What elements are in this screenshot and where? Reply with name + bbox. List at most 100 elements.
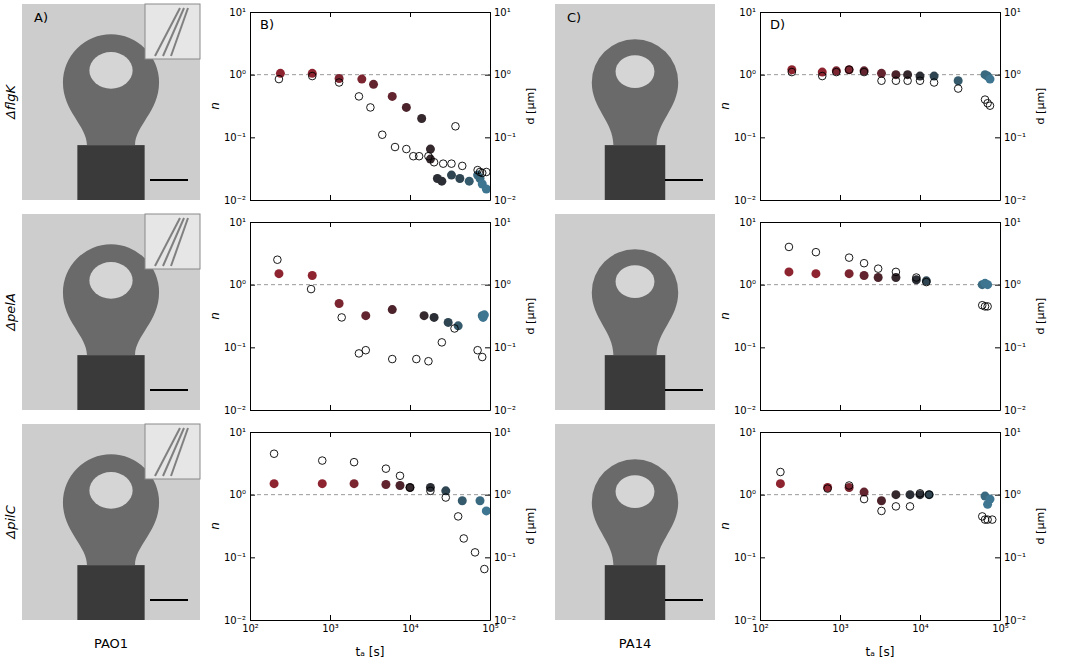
- tick-label: 10⁰: [229, 279, 246, 290]
- tick-label: 10⁰: [494, 489, 511, 500]
- tick: 10⁻²: [485, 405, 516, 416]
- tick-mark: [840, 222, 841, 227]
- tick-mark: [840, 615, 841, 620]
- tick: 10⁻²: [995, 195, 1026, 206]
- tick-label: 10⁻¹: [494, 342, 516, 353]
- inset-strand: [155, 8, 180, 56]
- tick-mark: [760, 432, 765, 433]
- photo-background: [555, 4, 715, 200]
- tick-label: 10⁻¹: [224, 132, 246, 143]
- tick-mark: [250, 495, 255, 496]
- tick-mark: [485, 12, 490, 13]
- tick-label: 10³: [832, 623, 849, 634]
- y2-axis-title: d [μm]: [524, 508, 537, 545]
- tick: 10⁻²: [734, 615, 765, 626]
- tick-label: 10⁴: [912, 623, 929, 634]
- axis-line: [250, 223, 251, 411]
- plot-area: [760, 243, 1000, 310]
- x-axis: [251, 195, 491, 201]
- tick-mark: [920, 615, 921, 620]
- y-axis: 10⁻²10⁻¹10⁰10¹: [224, 217, 255, 416]
- tick-mark: [330, 12, 331, 17]
- tick-label: 10¹: [739, 7, 756, 18]
- y2-axis: 10⁻²10⁻¹10⁰10¹: [485, 7, 516, 206]
- tick-mark: [410, 405, 411, 410]
- tick-label: 10¹: [494, 427, 511, 438]
- y2-axis-title: d [μm]: [1034, 508, 1047, 545]
- point: [406, 484, 414, 492]
- point: [925, 490, 934, 499]
- plot-area: [760, 468, 1000, 523]
- drop-highlight: [89, 262, 132, 299]
- inset-strand: [155, 428, 180, 476]
- point: [350, 458, 358, 466]
- inset: [145, 424, 200, 479]
- tick-label: 10⁻²: [734, 615, 756, 626]
- point: [369, 80, 378, 89]
- x-axis: [251, 405, 491, 411]
- point: [845, 65, 854, 74]
- chart: 10⁻²10⁻¹10⁰10¹10⁻²10⁻¹10⁰10¹nd [μm]: [208, 7, 537, 206]
- series: [276, 69, 490, 194]
- tick: 10⁻¹: [995, 132, 1026, 143]
- inset: [145, 4, 200, 59]
- y-axis-title: n: [718, 522, 732, 530]
- y-axis-title: n: [208, 312, 222, 320]
- tick-label: 10⁻²: [494, 615, 516, 626]
- axis-line: [760, 433, 761, 621]
- tick-mark: [330, 615, 331, 620]
- tick: [840, 222, 841, 227]
- tick-mark: [250, 12, 255, 13]
- point: [986, 495, 995, 504]
- point: [891, 490, 900, 499]
- x-axis-top: [761, 12, 1001, 17]
- capillary: [605, 145, 665, 200]
- point: [776, 479, 785, 488]
- y2-axis-title: d [μm]: [1034, 88, 1047, 125]
- tick: 10¹: [995, 217, 1021, 228]
- tick-label: 10⁻²: [734, 195, 756, 206]
- tick: [330, 195, 331, 200]
- scale-bar: [150, 599, 188, 601]
- tick-mark: [330, 432, 331, 437]
- plot-area: [250, 69, 490, 194]
- tick-mark: [410, 222, 411, 227]
- point: [892, 503, 900, 511]
- row-label: ΔpelA: [3, 293, 18, 332]
- point: [916, 490, 925, 499]
- capillary: [605, 355, 665, 410]
- point: [406, 483, 415, 492]
- y-axis: 10⁻²10⁻¹10⁰10¹: [734, 7, 765, 206]
- tick: 10⁰: [229, 489, 255, 500]
- axis-line: [1000, 433, 1001, 621]
- tick: 10⁰: [485, 279, 511, 290]
- tick-mark: [410, 12, 411, 17]
- point: [425, 357, 433, 365]
- tick: [410, 12, 411, 17]
- drop-highlight: [616, 475, 655, 508]
- point: [451, 325, 459, 333]
- point: [335, 79, 343, 87]
- tick-mark: [840, 12, 841, 17]
- tick: 10¹: [485, 7, 511, 18]
- point: [381, 480, 390, 489]
- point: [877, 496, 886, 505]
- tick-label: 10⁰: [739, 69, 756, 80]
- tick: [410, 222, 411, 227]
- point: [892, 77, 900, 85]
- tick: 10⁴: [402, 615, 419, 634]
- series: [787, 65, 994, 85]
- drop-highlight: [89, 52, 132, 89]
- series: [788, 66, 994, 110]
- point: [788, 68, 796, 76]
- y-axis: 10⁻²10⁻¹10⁰10¹: [224, 427, 255, 626]
- point: [413, 355, 421, 363]
- tick-mark: [760, 12, 765, 13]
- y-axis-title: n: [208, 102, 222, 110]
- tick-mark: [995, 620, 1000, 621]
- y2-axis: 10⁻²10⁻¹10⁰10¹: [995, 7, 1026, 206]
- point: [382, 465, 390, 473]
- inset-frame: [145, 214, 200, 269]
- reference-line: [250, 284, 490, 285]
- tick-label: 10⁻²: [224, 405, 246, 416]
